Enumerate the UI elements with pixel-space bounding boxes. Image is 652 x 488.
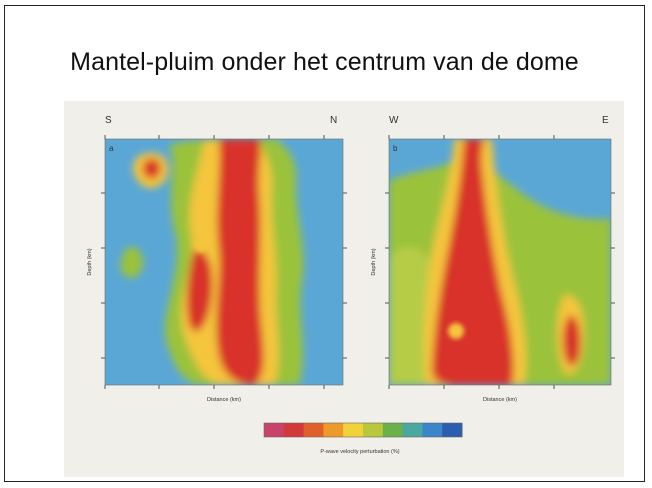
panel-a-y-label: Depth (km) xyxy=(87,248,93,275)
colorbar-segment xyxy=(422,423,443,437)
panel-b-ticks xyxy=(385,135,615,389)
tomography-figure-graphic: S N a W E b Distance (km) Distance (km) … xyxy=(87,115,615,455)
colorbar-segment xyxy=(442,423,463,437)
colorbar-segment xyxy=(343,423,364,437)
panel-a-letter: a xyxy=(109,144,114,153)
colorbar-segment xyxy=(283,423,305,437)
colorbar-segment xyxy=(303,423,324,437)
colorbar-segment xyxy=(363,423,384,437)
panel-a-x-label: Distance (km) xyxy=(207,397,241,403)
panel-b-x-label: Distance (km) xyxy=(483,397,517,403)
tomography-figure: S N a W E b Distance (km) Distance (km) … xyxy=(64,101,624,477)
colorbar-segment xyxy=(323,423,344,437)
colorbar xyxy=(263,422,463,438)
colorbar-segment xyxy=(264,423,285,437)
panel-a-right-direction: N xyxy=(330,115,337,126)
panel-b-left-direction: W xyxy=(389,115,399,126)
panel-b-map xyxy=(389,139,611,385)
slide: Mantel-pluim onder het centrum van de do… xyxy=(4,5,645,482)
panel-b-right-direction: E xyxy=(602,115,609,126)
panel-a-left-direction: S xyxy=(105,115,112,126)
slide-title: Mantel-pluim onder het centrum van de do… xyxy=(70,48,579,76)
colorbar-segment xyxy=(382,423,404,437)
colorbar-frame xyxy=(263,422,463,438)
panel-b-letter: b xyxy=(393,144,398,153)
panel-a-ticks xyxy=(101,135,347,389)
colorbar-segment xyxy=(402,423,423,437)
colorbar-label: P-wave velocity perturbation (%) xyxy=(320,449,399,455)
panel-b-y-label: Depth (km) xyxy=(371,248,377,275)
panel-a-map xyxy=(105,139,343,385)
